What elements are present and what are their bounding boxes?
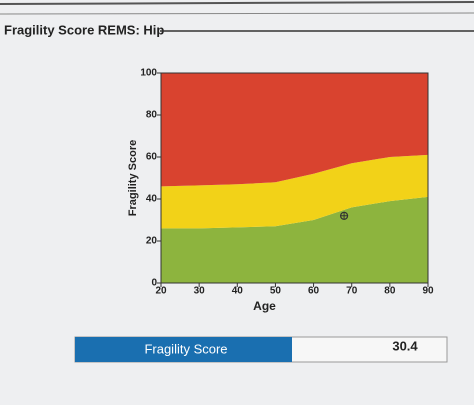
x-tick-label: 90 — [422, 286, 434, 297]
x-axis-label: Age — [253, 299, 276, 313]
x-tick-label: 40 — [232, 286, 244, 297]
top-rule — [0, 1, 474, 5]
y-tick-label: 100 — [140, 68, 157, 79]
score-label-cell — [75, 337, 292, 362]
y-tick-label: 80 — [146, 110, 158, 121]
band-area — [161, 154, 428, 229]
x-tick-label: 60 — [308, 286, 320, 297]
x-tick-label: 50 — [270, 286, 282, 297]
y-tick-label: 0 — [151, 278, 157, 289]
score-label: Fragility Score — [144, 341, 227, 356]
patient-marker-cross — [340, 211, 349, 220]
plot-frame — [160, 72, 429, 284]
y-tick-label: 20 — [146, 236, 158, 247]
x-tick-label: 70 — [346, 286, 358, 297]
band-area — [161, 196, 428, 283]
band-area — [161, 73, 428, 187]
score-value: 30.4 — [392, 338, 418, 353]
x-tick-label: 80 — [384, 286, 396, 297]
x-tick-label: 20 — [155, 286, 167, 297]
y-tick-label: 40 — [146, 194, 158, 205]
y-tick-label: 60 — [146, 152, 158, 163]
x-tick-label: 30 — [194, 286, 206, 297]
top-rule — [0, 12, 474, 15]
section-title: Fragility Score REMS: Hip — [4, 22, 164, 37]
y-axis-label: Fragility Score — [127, 140, 139, 216]
